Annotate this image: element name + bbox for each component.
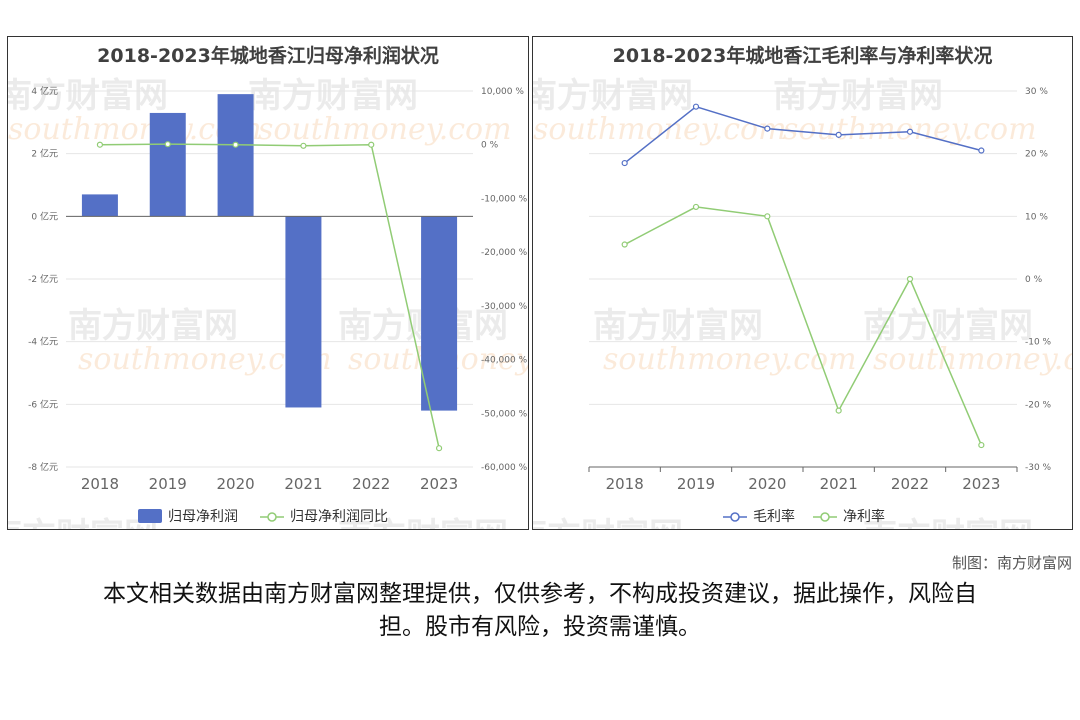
watermark-cn: 南方财富网 [8,76,168,116]
legend-bar-swatch [138,509,162,523]
x-tick-label: 2021 [284,475,322,493]
data-point [692,203,700,211]
x-tick-label: 2023 [420,475,458,493]
data-point [906,275,914,283]
watermark-cn: 南方财富网 [8,516,158,530]
data-point [621,241,628,248]
line-net-margin [624,206,983,446]
right-y-tick-label: 10 % [1025,212,1048,222]
x-tick-label: 2022 [352,475,390,493]
left-y-tick-label: -2 亿元 [28,273,58,285]
x-tick-label: 2019 [677,475,715,493]
right-y-tick-label: -10,000 % [481,194,528,204]
right-y-tick-label: -40,000 % [481,356,528,366]
watermark-cn: 南方财富网 [533,516,683,530]
left-chart-title: 2018-2023年城地香江归母净利润状况 [97,45,439,67]
bar-net-profit [217,94,254,217]
watermark-cn: 南方财富网 [248,76,418,116]
left-y-tick-label: 2 亿元 [31,148,58,160]
watermark-en: southmoney.com [533,112,787,147]
left-chart-svg: 南方财富网southmoney.com南方财富网southmoney.com南方… [8,76,528,530]
right-y-tick-label: 20 % [1025,150,1048,160]
watermark-cn: 南方财富网 [338,516,508,530]
left-y-tick-label: 0 亿元 [31,210,58,222]
right-y-tick-label: -20,000 % [481,248,528,258]
data-point [978,147,985,154]
left-chart-panel: 2018-2023年城地香江归母净利润状况 南方财富网 southmoney.co… [7,36,529,530]
line-gross-margin [624,105,982,164]
right-y-tick-label: 0 % [481,141,499,151]
right-chart-panel: 2018-2023年城地香江毛利率与净利率状况 南方财富网 southmoney.… [532,36,1073,530]
watermark-cn: 南方财富网 [863,516,1033,530]
bar-net-profit [81,194,118,217]
line-yoy-growth [99,143,440,449]
watermark-cn: 南方财富网 [593,306,763,346]
left-y-tick-label: -4 亿元 [28,336,58,348]
bar-net-profit [285,216,322,408]
x-tick-label: 2023 [962,475,1000,493]
bar-net-profit [149,112,186,217]
legend-label: 毛利率 [753,508,795,525]
right-y-tick-label: -30 % [1025,463,1052,473]
right-y-tick-label: 30 % [1025,87,1048,97]
right-y-tick-label: -20 % [1025,400,1052,410]
right-y-tick-label: 0 % [1025,275,1043,285]
x-tick-label: 2020 [748,475,786,493]
point-yoy-growth [300,142,307,149]
watermark-cn: 南方财富网 [773,76,943,116]
x-tick-label: 2022 [891,475,929,493]
data-point [621,159,628,167]
right-y-tick-label: -30,000 % [481,302,528,312]
right-y-tick-label: -10 % [1025,338,1052,348]
point-yoy-growth [96,141,104,148]
x-tick-label: 2021 [820,475,858,493]
data-point [978,441,985,449]
left-y-tick-label: -8 亿元 [28,461,58,473]
left-y-tick-label: -6 亿元 [28,398,58,410]
left-y-tick-label: 4 亿元 [31,85,58,97]
point-yoy-growth [435,445,443,452]
data-point [764,125,771,132]
data-point [835,131,842,138]
data-point [692,103,700,110]
point-yoy-growth [164,141,171,148]
watermark-en: southmoney.com [603,342,857,377]
watermark-en: southmoney.com [873,342,1073,377]
right-chart-svg: 南方财富网southmoney.com南方财富网southmoney.com南方… [533,76,1073,530]
x-tick-label: 2018 [606,475,644,493]
point-yoy-growth [368,141,375,148]
legend-label: 归母净利润同比 [290,508,388,525]
right-y-tick-label: -50,000 % [481,409,528,419]
watermark-en: southmoney.com [258,112,512,147]
legend-line-marker [820,512,830,522]
watermark-cn: 南方财富网 [533,76,693,116]
data-point [764,213,771,220]
x-tick-label: 2020 [216,475,254,493]
data-point [906,128,914,135]
x-tick-label: 2019 [149,475,187,493]
right-chart-title: 2018-2023年城地香江毛利率与净利率状况 [612,45,993,67]
legend-label: 净利率 [843,508,885,525]
right-y-tick-label: 10,000 % [481,87,524,97]
legend-line-marker [730,512,740,522]
data-point [835,407,842,414]
legend-line-marker [267,512,277,522]
bar-net-profit [421,216,458,411]
watermark-cn: 南方财富网 [863,306,1033,346]
x-tick-label: 2018 [81,475,119,493]
chart-credit: 制图：南方财富网 [951,554,1072,572]
point-yoy-growth [232,141,239,148]
legend-label: 归母净利润 [168,508,238,525]
disclaimer-text: 本文相关数据由南方财富网整理提供，仅供参考，不构成投资建议，据此操作，风险自担。… [103,581,977,640]
right-y-tick-label: -60,000 % [481,463,528,473]
watermark-cn: 南方财富网 [68,306,238,346]
